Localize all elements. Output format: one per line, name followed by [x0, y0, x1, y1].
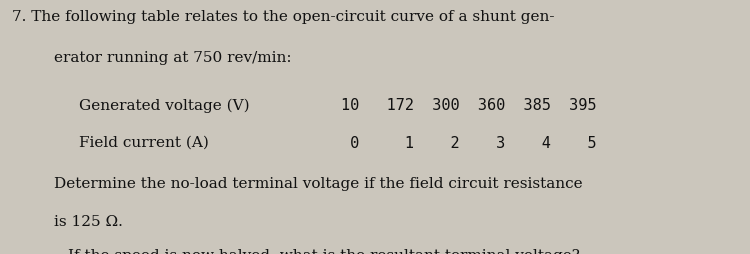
Text: 7. The following table relates to the open-circuit curve of a shunt gen-: 7. The following table relates to the op…: [12, 10, 554, 24]
Text: If the speed is now halved, what is the resultant terminal voltage?: If the speed is now halved, what is the …: [68, 248, 579, 254]
Text: erator running at 750 rev/min:: erator running at 750 rev/min:: [54, 51, 292, 65]
Text: Field current (A): Field current (A): [79, 135, 209, 149]
Text: is 125 Ω.: is 125 Ω.: [54, 214, 123, 228]
Text: Generated voltage (V): Generated voltage (V): [79, 98, 249, 112]
Text: Determine the no-load terminal voltage if the field circuit resistance: Determine the no-load terminal voltage i…: [54, 177, 583, 190]
Text: 10   172  300  360  385  395: 10 172 300 360 385 395: [341, 98, 597, 113]
Text: 0     1    2    3    4    5: 0 1 2 3 4 5: [341, 135, 597, 150]
